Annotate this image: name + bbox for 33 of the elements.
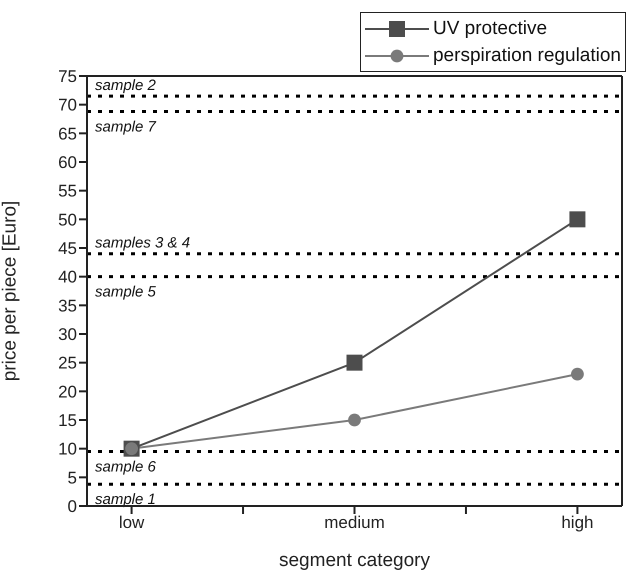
ref-line-label: sample 2: [95, 77, 157, 94]
ref-line-label: sample 1: [95, 491, 156, 508]
y-tick-label: 75: [58, 67, 77, 86]
ref-line-label: sample 5: [95, 284, 157, 301]
ref-line-label: sample 7: [95, 118, 157, 136]
y-tick-label: 5: [68, 468, 77, 488]
y-tick-label: 40: [58, 268, 77, 287]
y-tick-label: 60: [58, 153, 77, 172]
ref-line-label: samples 3 & 4: [95, 234, 190, 252]
y-tick-label: 25: [58, 354, 77, 373]
y-tick-label: 65: [58, 124, 77, 144]
x-axis-title: segment category: [278, 550, 431, 571]
y-tick-label: 35: [58, 296, 77, 316]
x-tick-label: medium: [324, 513, 385, 532]
point: [569, 211, 586, 228]
y-tick-label: 70: [58, 96, 77, 115]
x-tick-label: low: [118, 513, 146, 532]
y-tick-label: 30: [58, 325, 77, 344]
y-tick-label: 0: [68, 497, 77, 516]
point: [571, 368, 584, 381]
y-tick-label: 45: [58, 239, 77, 258]
point: [346, 354, 362, 371]
ref-line-label: sample 6: [95, 458, 157, 476]
y-tick-label: 55: [58, 182, 77, 201]
y-tick-label: 20: [58, 382, 77, 402]
legend-label: perspiration regulation: [432, 44, 621, 66]
y-tick-label: 15: [58, 411, 77, 430]
point: [348, 414, 361, 426]
y-tick-label: 10: [58, 440, 77, 459]
y-axis-title: price per piece [Euro]: [0, 200, 21, 382]
x-tick-label: high: [561, 513, 594, 532]
legend-label: UV protective: [432, 18, 548, 40]
y-tick-label: 50: [58, 210, 77, 230]
